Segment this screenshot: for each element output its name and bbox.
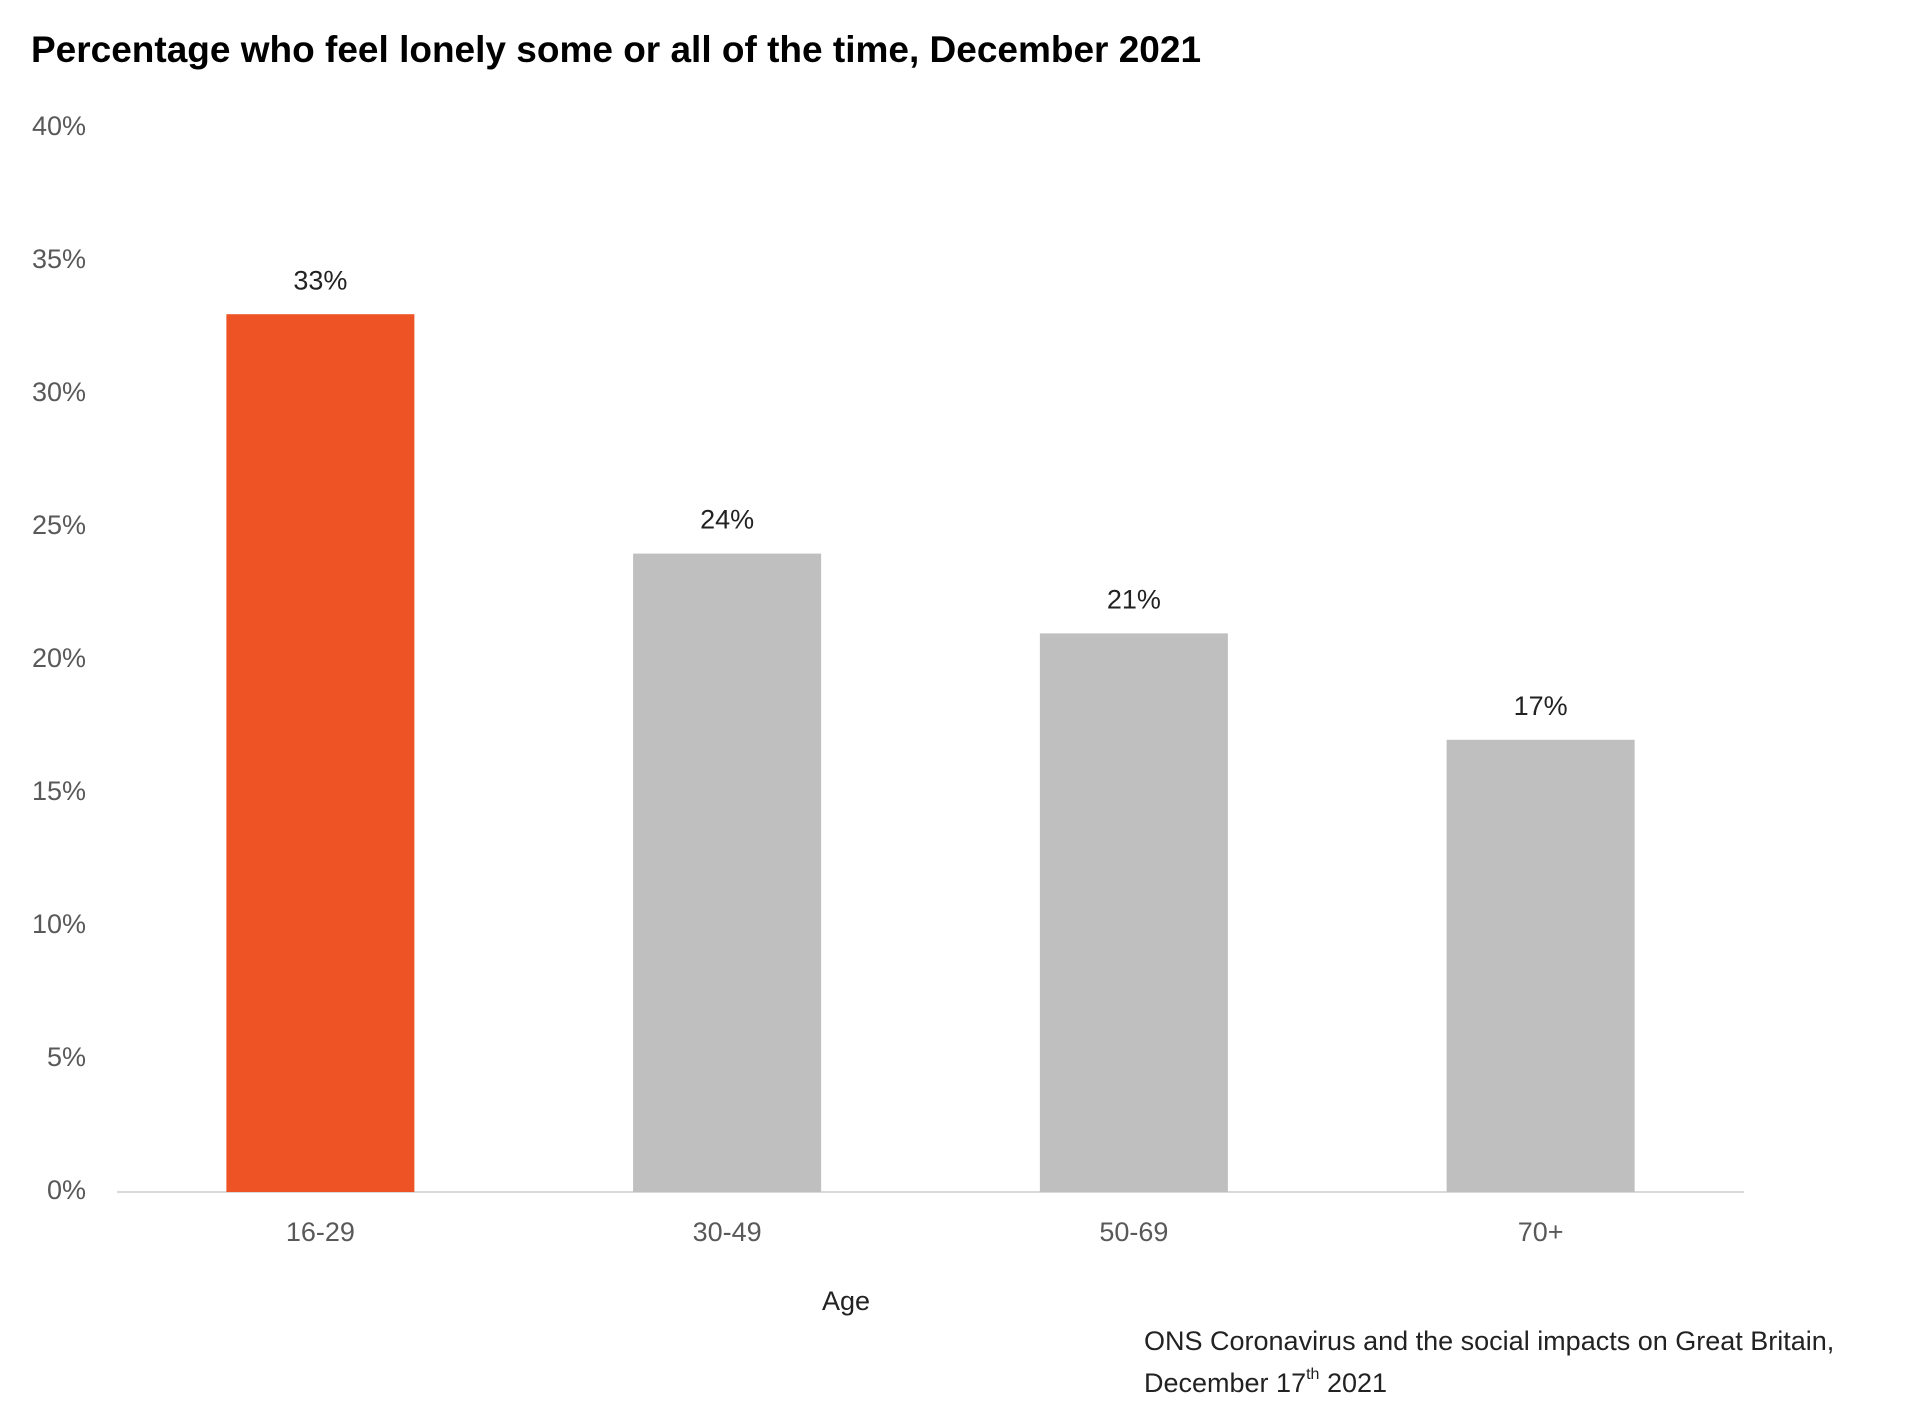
source-line: ONS Coronavirus and the social impacts o… [1144,1326,1834,1356]
x-tick-label: 30-49 [693,1217,762,1247]
bar [633,553,822,1192]
y-tick-label: 0% [47,1175,86,1205]
data-label: 17% [1514,691,1568,721]
y-tick-label: 30% [32,377,86,407]
y-tick-label: 40% [32,111,86,141]
y-tick-label: 25% [32,510,86,540]
y-tick-label: 15% [32,776,86,806]
x-axis-label: Age [822,1286,870,1316]
bar [1039,633,1228,1192]
chart-title: Percentage who feel lonely some or all o… [31,29,1201,70]
bar [1446,739,1635,1192]
y-tick-label: 20% [32,643,86,673]
y-tick-label: 5% [47,1042,86,1072]
x-tick-label: 16-29 [286,1217,355,1247]
x-tick-label: 70+ [1518,1217,1564,1247]
data-label: 33% [293,265,347,295]
x-tick-label: 50-69 [1099,1217,1168,1247]
bar [226,314,415,1192]
data-label: 24% [700,505,754,535]
source-superscript: th [1306,1366,1319,1383]
source-text: December 17 [1144,1368,1306,1398]
data-label: 21% [1107,585,1161,615]
source-text: 2021 [1319,1368,1387,1398]
source-line: December 17th 2021 [1144,1366,1387,1398]
y-tick-label: 35% [32,244,86,274]
y-tick-label: 10% [32,909,86,939]
